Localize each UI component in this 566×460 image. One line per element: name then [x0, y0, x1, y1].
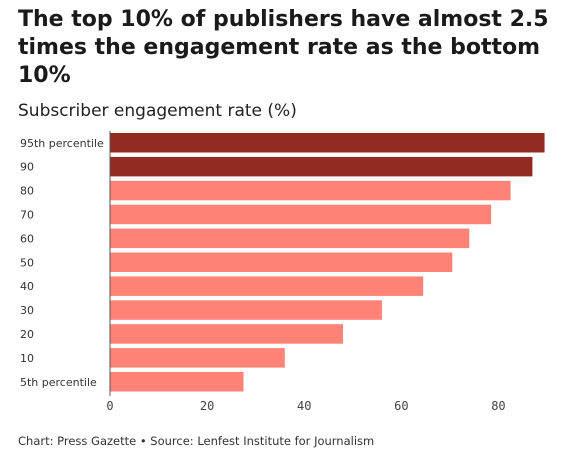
chart-title: The top 10% of publishers have almost 2.… [18, 7, 549, 88]
category-label-4: 70 [20, 208, 34, 221]
chart-footer: Chart: Press Gazette • Source: Lenfest I… [18, 434, 375, 448]
category-label-3: 80 [20, 185, 34, 198]
category-label-10: 10 [20, 352, 34, 365]
bar-11 [110, 372, 244, 392]
x-tick-label-4: 60 [394, 399, 408, 413]
category-label-9: 20 [20, 328, 34, 341]
category-label-2: 90 [20, 161, 34, 174]
category-label-8: 30 [20, 304, 34, 317]
category-label-5: 60 [20, 232, 34, 245]
category-labels-group: 95th percentile 90 80 70 60 50 40 30 20 10 5th per… [20, 137, 104, 389]
bar-1 [110, 133, 545, 153]
bar-7 [110, 276, 424, 296]
bars-group [110, 133, 545, 392]
x-tick-label-5: 80 [491, 399, 505, 413]
bar-chart: 95th percentile 90 80 70 60 50 40 30 20 10 5th per… [20, 131, 545, 413]
category-label-6: 50 [20, 256, 34, 269]
x-tick-label-3: 40 [297, 399, 311, 413]
bar-8 [110, 300, 382, 320]
bar-2 [110, 156, 533, 177]
bar-9 [110, 324, 344, 344]
bar-3 [110, 180, 511, 201]
chart-subtitle: Subscriber engagement rate (%) [18, 101, 297, 121]
x-tick-labels-group: 0 20 40 60 80 [106, 399, 505, 413]
category-label-11: 5th percentile [20, 376, 97, 389]
bar-6 [110, 252, 453, 272]
x-tick-label-1: 0 [106, 399, 113, 413]
category-label-1: 95th percentile [20, 137, 104, 150]
bar-10 [110, 348, 285, 368]
category-label-7: 40 [20, 280, 34, 293]
bar-4 [110, 204, 492, 225]
bar-5 [110, 228, 470, 249]
x-tick-label-2: 20 [200, 399, 214, 413]
